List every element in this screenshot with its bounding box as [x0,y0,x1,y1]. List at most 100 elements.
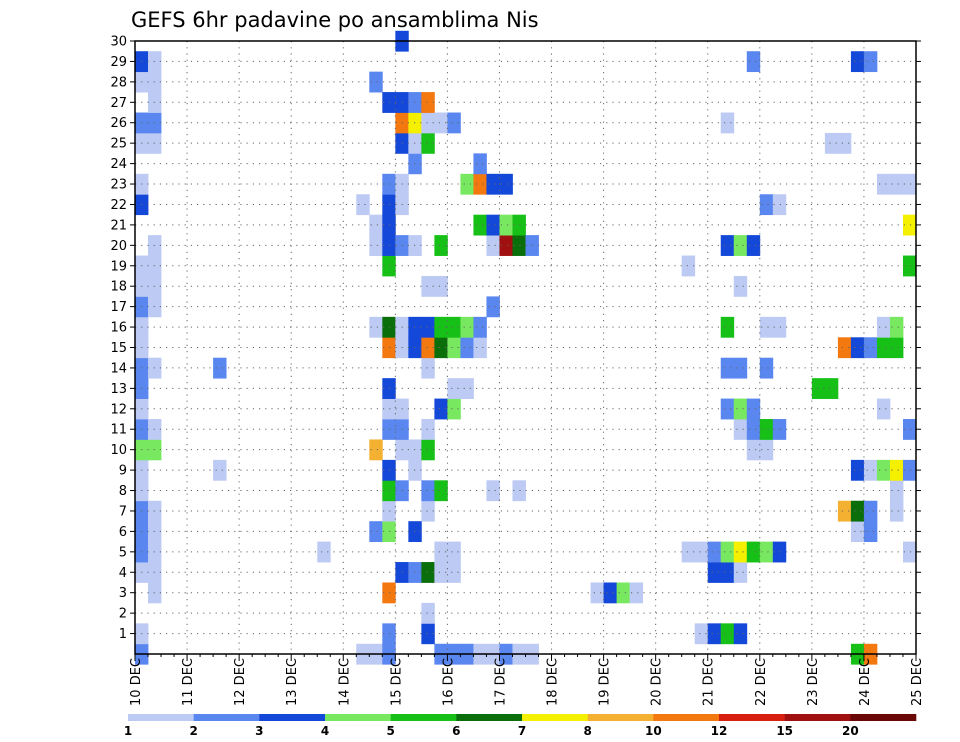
heat-cell [382,235,396,256]
x-tick-label: 17 DEC [493,658,508,706]
colorbar-label: 7 [518,724,526,738]
colorbar-label: 1 [124,724,132,738]
heat-cell [837,337,852,359]
heat-cell [447,562,461,583]
colorbar-label: 12 [711,724,728,738]
heat-cell [447,541,461,563]
heat-cell [317,541,331,563]
x-tick-label: 16 DEC [441,658,456,706]
heat-cell [421,337,435,359]
heat-cell [863,459,878,481]
heat-cell [746,541,761,563]
x-tick-label: 20 DEC [650,658,665,706]
heat-cell [460,337,474,359]
y-tick-label: 12 [110,402,127,417]
heat-cell [473,316,487,338]
heat-cell [213,357,227,379]
heat-cell [746,419,761,440]
heat-cell [707,562,722,583]
heat-cell [720,623,735,645]
heat-cell [499,214,513,236]
y-tick-label: 24 [110,157,127,172]
heat-cell [382,173,396,195]
y-tick-label: 18 [110,280,127,295]
y-tick-label: 10 [110,443,127,458]
heat-cell [759,439,774,461]
heat-cell [902,255,917,277]
heat-cell [850,459,865,481]
heat-cell [850,51,865,73]
colorbar-swatch [456,714,523,721]
heat-cell [876,316,891,338]
colorbar-swatch [719,714,785,721]
heat-cell [421,623,435,645]
heat-cell [382,255,396,277]
heat-cell [733,398,748,420]
y-tick-label: 7 [119,504,127,519]
y-tick-label: 19 [110,259,127,274]
heat-cell [486,235,500,256]
heat-cell [876,459,891,481]
heat-cell [850,337,865,359]
heat-cell [902,459,917,481]
heat-cell [512,235,526,256]
heat-cell [759,357,774,379]
heat-cell [733,357,748,379]
heat-cell [369,71,383,93]
heat-cell [421,419,435,440]
heat-cell [889,316,904,338]
heat-cell [382,337,396,359]
heat-cell [707,541,722,563]
heat-cell [213,459,227,481]
x-tick-label: 10 DEC [129,658,144,706]
heat-cell [733,623,748,645]
heat-cell [720,398,735,420]
heat-cell [694,623,709,645]
heat-cell [707,623,722,645]
heat-cell [434,480,448,502]
heat-cell [512,480,526,502]
x-tick-label: 13 DEC [285,658,300,706]
y-tick-label: 27 [110,96,127,111]
colorbar-swatch [784,714,851,721]
heat-cell [434,398,448,420]
heat-cell [850,521,865,543]
heat-cell [447,398,461,420]
grid-layer [135,41,916,654]
heat-cell [837,132,852,154]
colorbar: 1 2 3 4 5 6 7 8 10 12 15 20 [124,714,917,738]
y-tick-label: 22 [110,198,127,213]
x-tick-label: 11 DEC [181,658,196,706]
colorbar-swatch [653,714,720,721]
colorbar-swatch [259,714,326,721]
heat-cell [369,214,383,236]
heat-cell [421,562,435,583]
heat-cell [434,541,448,563]
heat-cell [382,419,396,440]
heat-cell [733,275,748,297]
y-tick-label: 28 [110,75,127,90]
heat-cell [902,214,917,236]
y-tick-label: 16 [110,321,127,336]
colorbar-label: 8 [583,724,591,738]
heat-cell [499,173,513,195]
heat-cell [473,337,487,359]
heat-cell [863,51,878,73]
y-tick-label: 14 [110,361,127,376]
heat-cell [421,357,435,379]
x-tick-label: 14 DEC [337,658,352,706]
heat-cell [889,337,904,359]
heat-cell [356,194,370,216]
x-tick-label: 23 DEC [806,658,821,706]
y-tick-label: 13 [110,382,127,397]
heat-cell [473,214,487,236]
heat-cell [382,92,396,113]
heat-cell [629,582,644,604]
heat-cell [382,378,396,399]
y-tick-label: 25 [110,137,127,152]
y-tick-label: 21 [110,218,127,233]
heat-cell [369,316,383,338]
x-tick-label: 12 DEC [233,658,248,706]
heat-cell [616,582,631,604]
